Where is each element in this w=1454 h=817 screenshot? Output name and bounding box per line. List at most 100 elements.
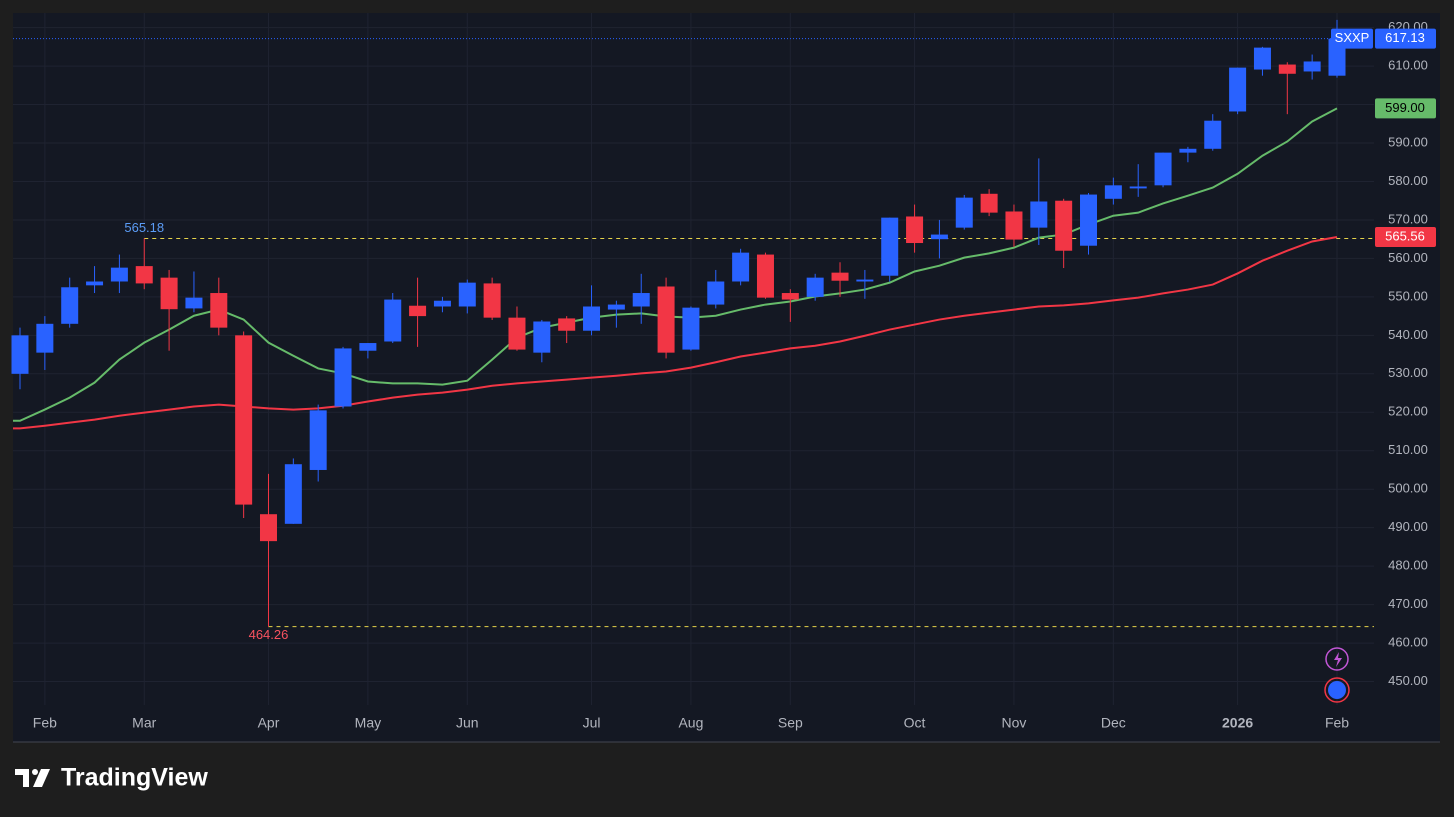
- candle-body: [36, 323, 54, 353]
- y-tick-label: 460.00: [1388, 635, 1428, 650]
- candle-body: [930, 234, 948, 240]
- candle-body: [135, 266, 153, 284]
- candle-body: [632, 293, 650, 307]
- icon-flag[interactable]: [1328, 681, 1346, 699]
- ma-line: [13, 236, 1338, 430]
- price-tag-label: 565.56: [1385, 228, 1425, 243]
- price-tag: [1375, 28, 1436, 49]
- candle-body: [235, 335, 253, 505]
- y-tick-label: 470.00: [1388, 596, 1428, 611]
- candle-body: [458, 282, 476, 307]
- candle-body: [1179, 148, 1197, 153]
- y-tick-label: 530.00: [1388, 365, 1428, 380]
- y-tick-label: 580.00: [1388, 173, 1428, 188]
- y-tick-label: 520.00: [1388, 404, 1428, 419]
- candle-body: [682, 307, 700, 350]
- y-tick-label: 480.00: [1388, 558, 1428, 573]
- y-tick-label: 490.00: [1388, 519, 1428, 534]
- candle-body: [110, 267, 128, 282]
- candle-body: [558, 318, 576, 331]
- price-tag-label: 599.00: [1385, 100, 1425, 115]
- x-tick-label: Sep: [778, 715, 803, 731]
- candle-body: [409, 305, 427, 317]
- y-tick-label: 500.00: [1388, 481, 1428, 496]
- candle-body: [309, 410, 327, 470]
- x-tick-label: Aug: [678, 715, 703, 731]
- plot: [11, 13, 1374, 705]
- candle-body: [160, 277, 178, 310]
- candle-body: [1080, 194, 1098, 246]
- candle-body: [583, 306, 601, 331]
- price-tag: [1375, 227, 1436, 248]
- candle-body: [955, 197, 973, 228]
- candle-body: [1278, 64, 1296, 74]
- logo-dot: [32, 769, 38, 775]
- candle-body: [831, 272, 849, 281]
- candle-body: [1204, 120, 1222, 149]
- candle-body: [1129, 186, 1147, 189]
- y-tick-label: 550.00: [1388, 288, 1428, 303]
- brand: TradingView: [61, 764, 208, 792]
- price-tag-label: 617.13: [1385, 30, 1425, 45]
- y-tick-label: 450.00: [1388, 673, 1428, 688]
- y-tick-label: 560.00: [1388, 250, 1428, 265]
- price-tag: [1375, 98, 1436, 119]
- candle-body: [657, 286, 675, 353]
- candle-body: [533, 321, 551, 353]
- y-tick-label: 510.00: [1388, 442, 1428, 457]
- icon-bolt[interactable]: [1334, 652, 1342, 667]
- series-name: SXXP: [1335, 30, 1370, 45]
- candle-body: [980, 193, 998, 213]
- candle-body: [1005, 211, 1023, 240]
- level-label: 464.26: [249, 627, 289, 642]
- candle-body: [1303, 61, 1321, 72]
- x-tick-label: Apr: [258, 715, 280, 731]
- candle-body: [1104, 185, 1122, 199]
- chart-panel: [13, 13, 1440, 742]
- candle-body: [334, 348, 352, 407]
- candle-body: [707, 281, 725, 305]
- candle-body: [906, 216, 924, 244]
- candle-body: [508, 317, 526, 350]
- candle-body: [806, 277, 824, 297]
- logo: [15, 769, 50, 787]
- x-tick-label: Nov: [1002, 715, 1027, 731]
- candle-body: [756, 254, 774, 298]
- candle-body: [881, 217, 899, 276]
- candle-body: [284, 464, 302, 524]
- icon-ring[interactable]: [1324, 677, 1350, 703]
- candle-body: [1229, 67, 1247, 112]
- icon-ring[interactable]: [1325, 647, 1349, 671]
- y-tick-label: 590.00: [1388, 134, 1428, 149]
- logo-mark: [33, 769, 50, 787]
- candle-body: [1030, 201, 1048, 228]
- candle-body: [856, 279, 874, 282]
- logo-mark: [15, 769, 29, 787]
- x-tick-label: Jun: [456, 715, 479, 731]
- y-tick-label: 540.00: [1388, 327, 1428, 342]
- candle-body: [1154, 152, 1172, 186]
- candle-body: [1253, 47, 1271, 70]
- candle-body: [259, 514, 277, 542]
- x-tick-label: Feb: [33, 715, 57, 731]
- candle-body: [483, 283, 501, 318]
- x-tick-label: Jul: [583, 715, 601, 731]
- candle-body: [384, 299, 402, 342]
- icon-flash[interactable]: [1325, 647, 1349, 671]
- x-tick-label: Mar: [132, 715, 156, 731]
- candle-body: [11, 335, 29, 374]
- candle-body: [433, 300, 451, 307]
- candle-body: [1055, 200, 1073, 251]
- candle-body: [61, 287, 79, 324]
- candle-body: [781, 293, 799, 300]
- x-tick-label: Oct: [904, 715, 926, 731]
- candle-body: [607, 304, 625, 310]
- icon-region[interactable]: [1324, 677, 1350, 703]
- y-tick-label: 570.00: [1388, 211, 1428, 226]
- x-tick-label: May: [355, 715, 381, 731]
- candle-body: [359, 343, 377, 351]
- y-tick-label: 610.00: [1388, 58, 1428, 73]
- candle-body: [86, 281, 104, 286]
- series-tag: [1331, 28, 1373, 49]
